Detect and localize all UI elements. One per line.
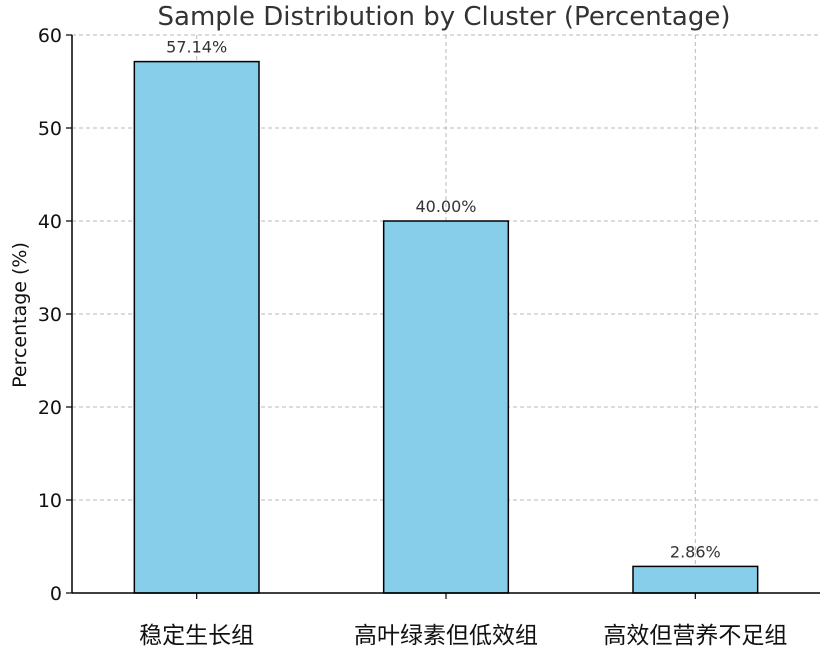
labels: 0 10 20 30 40 50 60 57.14% 40.00% 2.86% 稳定生长组 高叶绿素但… xyxy=(38,25,788,649)
bar-value-label: 57.14% xyxy=(166,38,227,57)
bars xyxy=(133,60,759,594)
y-tick-label: 60 xyxy=(38,25,62,47)
y-tick-label: 50 xyxy=(38,118,62,140)
y-tick-label: 10 xyxy=(38,490,62,512)
y-tick-label: 30 xyxy=(38,304,62,326)
y-tick-label: 0 xyxy=(50,583,62,605)
axes xyxy=(66,34,820,599)
bar-value-label: 40.00% xyxy=(415,197,476,216)
y-tick-label: 20 xyxy=(38,397,62,419)
bar xyxy=(382,220,510,594)
bar xyxy=(632,565,759,594)
bar xyxy=(133,60,260,594)
bar-value-label: 2.86% xyxy=(670,542,721,561)
x-tick-label: 稳定生长组 xyxy=(139,623,254,649)
chart-title: Sample Distribution by Cluster (Percenta… xyxy=(158,2,731,32)
y-tick-label: 40 xyxy=(38,211,62,233)
y-axis-label: Percentage (%) xyxy=(9,242,31,388)
x-tick-label: 高效但营养不足组 xyxy=(603,623,787,649)
x-tick-label: 高叶绿素但低效组 xyxy=(354,623,538,649)
